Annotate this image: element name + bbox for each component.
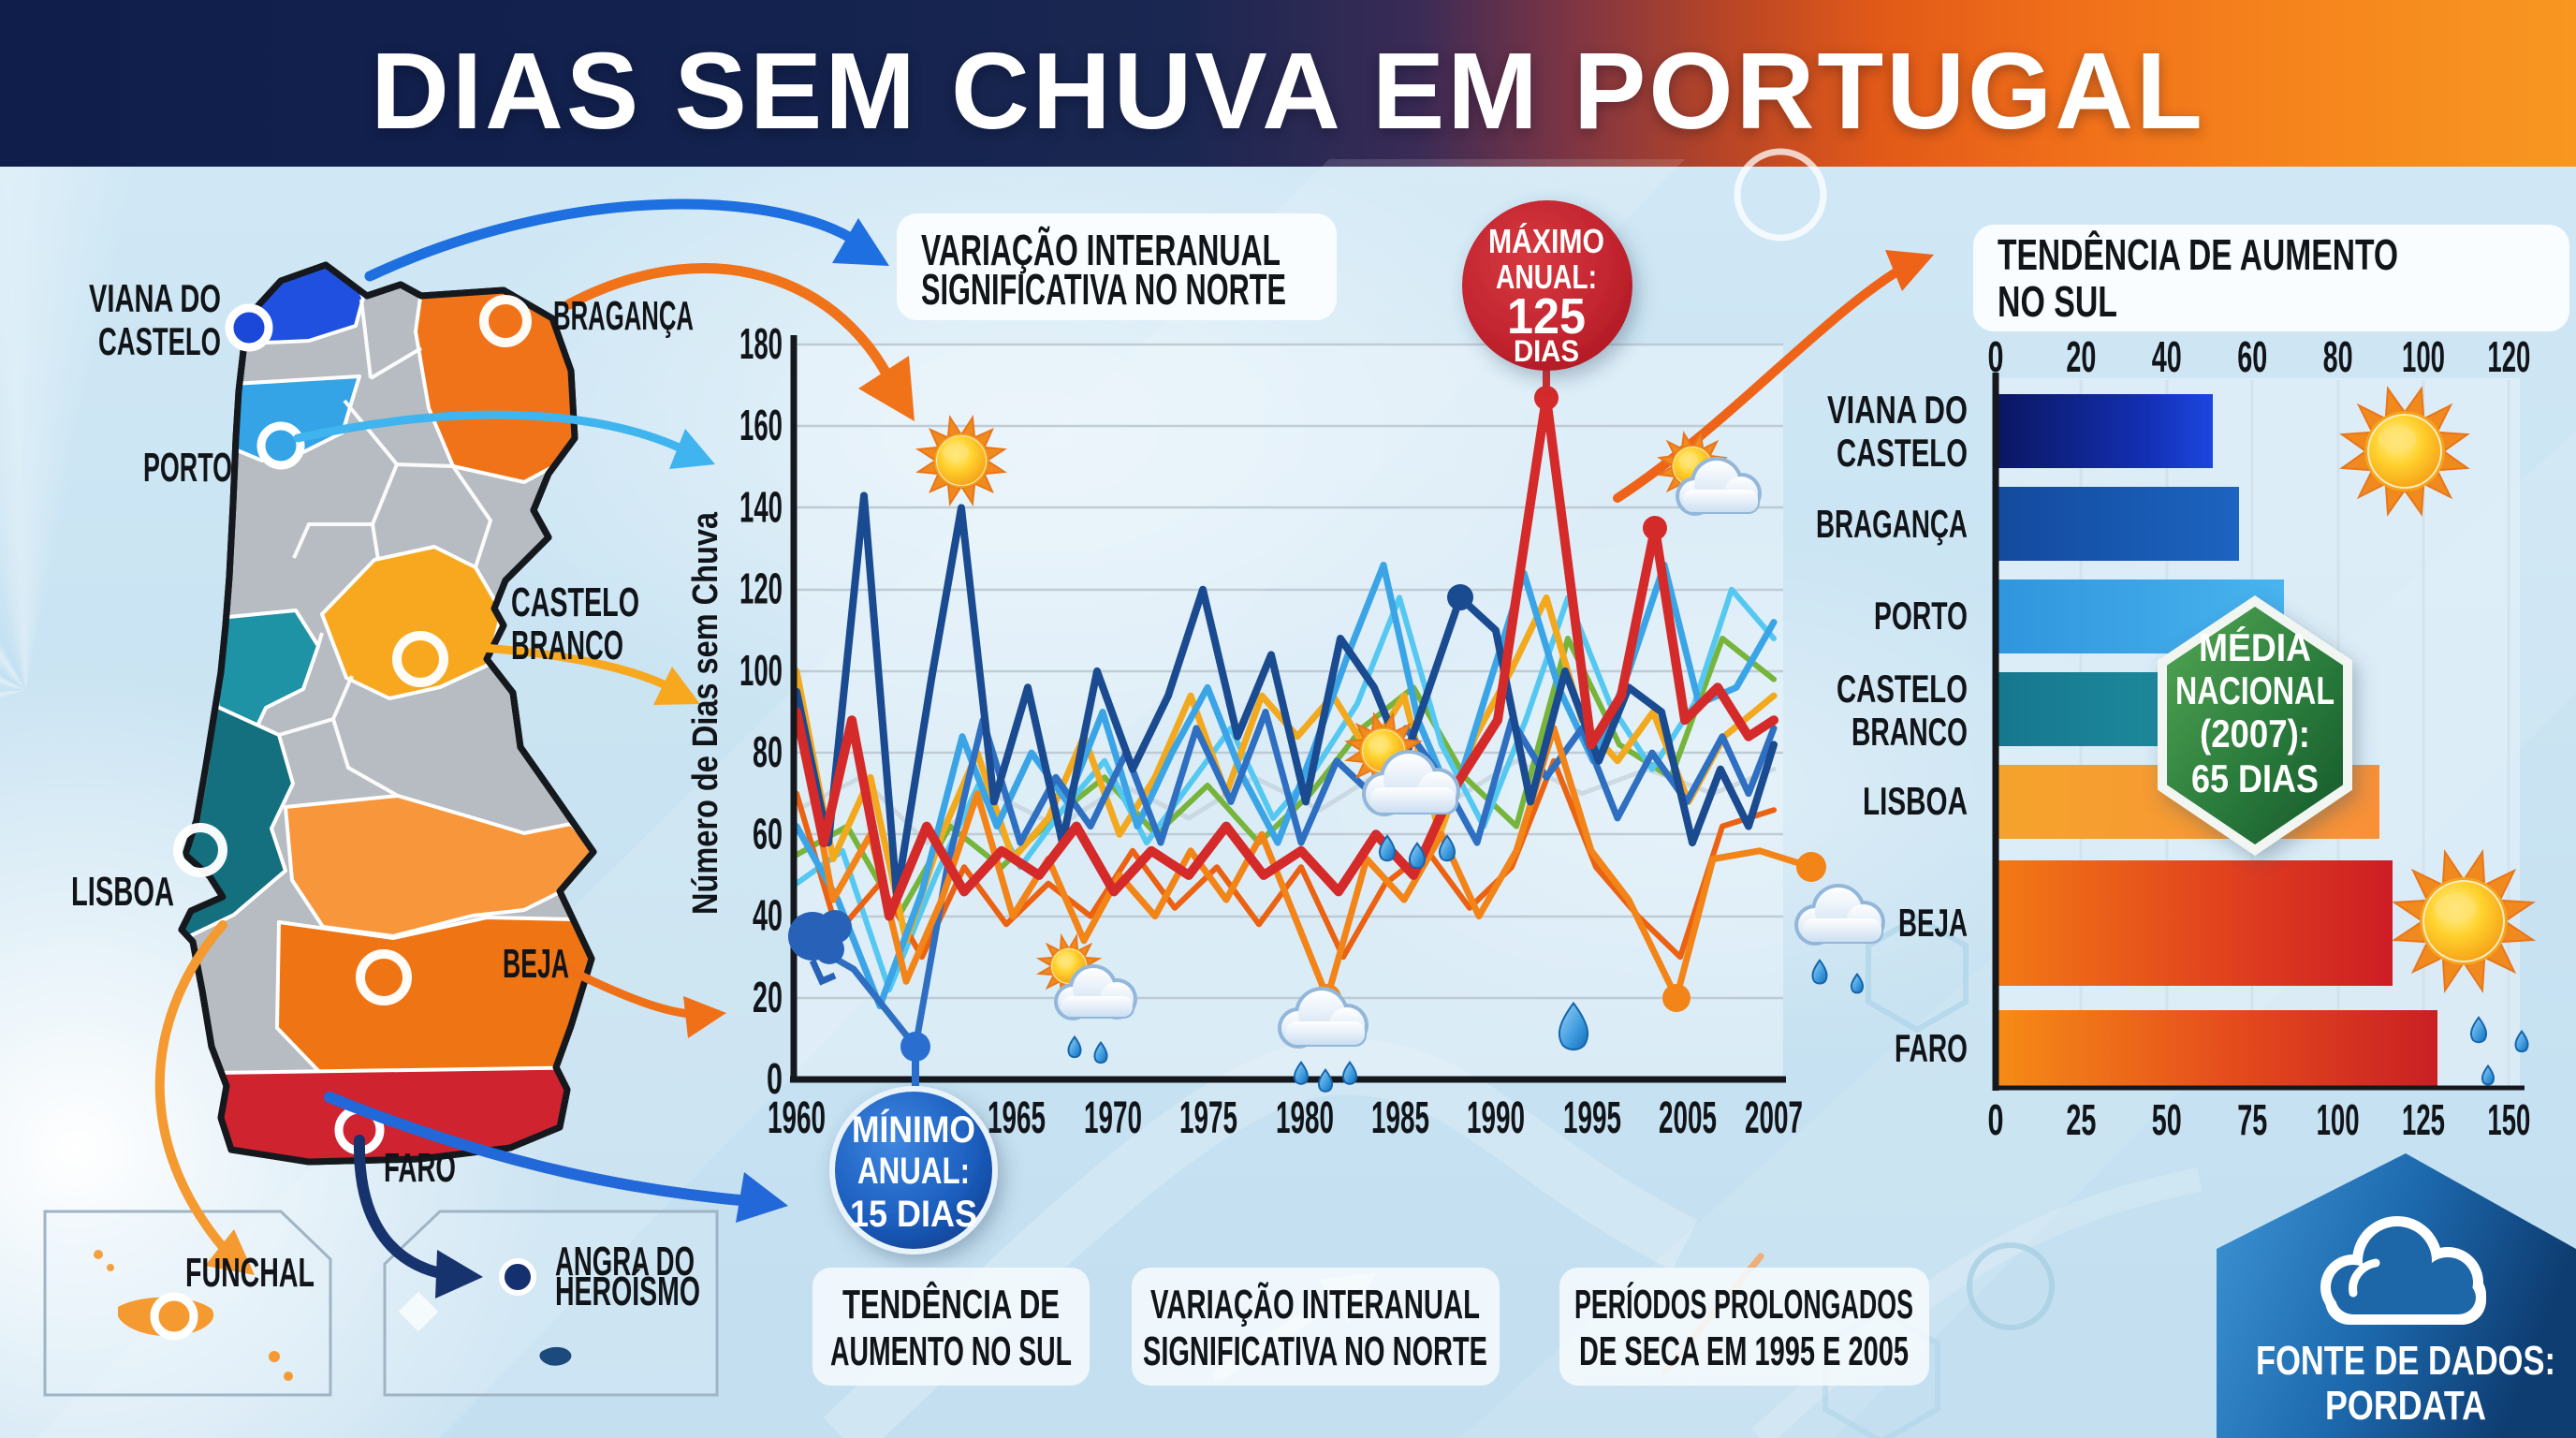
svg-text:FUNCHAL: FUNCHAL bbox=[185, 1250, 315, 1296]
svg-text:SIGNIFICATIVA NO NORTE: SIGNIFICATIVA NO NORTE bbox=[1143, 1328, 1487, 1374]
svg-text:PORTO: PORTO bbox=[1874, 594, 1968, 638]
svg-text:DIAS: DIAS bbox=[1514, 334, 1579, 368]
svg-text:ANGRA DO: ANGRA DO bbox=[555, 1239, 695, 1284]
svg-text:BRANCO: BRANCO bbox=[1852, 710, 1968, 754]
svg-text:DE SECA EM 1995 E 2005: DE SECA EM 1995 E 2005 bbox=[1579, 1328, 1909, 1374]
svg-text:180: 180 bbox=[739, 319, 783, 368]
svg-text:125: 125 bbox=[2402, 1095, 2445, 1144]
svg-text:0: 0 bbox=[767, 1054, 783, 1103]
svg-text:65 DIAS: 65 DIAS bbox=[2191, 756, 2319, 800]
svg-text:100: 100 bbox=[2317, 1095, 2360, 1144]
svg-text:0: 0 bbox=[1988, 1095, 2004, 1144]
svg-text:CASTELO: CASTELO bbox=[1837, 431, 1968, 475]
svg-text:HEROÍSMO: HEROÍSMO bbox=[555, 1268, 700, 1314]
svg-text:1995: 1995 bbox=[1563, 1093, 1621, 1143]
svg-text:80: 80 bbox=[2323, 332, 2353, 381]
svg-text:AUMENTO NO SUL: AUMENTO NO SUL bbox=[830, 1328, 1072, 1374]
svg-text:BEJA: BEJA bbox=[503, 941, 569, 987]
svg-text:160: 160 bbox=[739, 401, 783, 449]
svg-text:TENDÊNCIA DE AUMENTO: TENDÊNCIA DE AUMENTO bbox=[1998, 230, 2398, 279]
svg-text:40: 40 bbox=[753, 891, 783, 940]
svg-text:BEJA: BEJA bbox=[1898, 901, 1968, 945]
svg-text:CASTELO: CASTELO bbox=[98, 319, 221, 363]
svg-text:40: 40 bbox=[2152, 332, 2182, 381]
svg-text:1960: 1960 bbox=[768, 1093, 826, 1143]
svg-text:VARIAÇÃO INTERANUAL: VARIAÇÃO INTERANUAL bbox=[1150, 1281, 1480, 1328]
svg-text:LISBOA: LISBOA bbox=[1863, 779, 1968, 823]
svg-text:100: 100 bbox=[2402, 332, 2445, 381]
svg-text:20: 20 bbox=[2066, 332, 2096, 381]
svg-text:PORDATA: PORDATA bbox=[2325, 1383, 2486, 1429]
svg-text:NO SUL: NO SUL bbox=[1998, 277, 2117, 326]
svg-text:120: 120 bbox=[2487, 332, 2530, 381]
svg-text:VIANA DO: VIANA DO bbox=[89, 276, 221, 320]
svg-text:50: 50 bbox=[2152, 1095, 2182, 1144]
svg-text:2005: 2005 bbox=[1659, 1093, 1717, 1143]
svg-text:1965: 1965 bbox=[988, 1093, 1046, 1143]
svg-text:NACIONAL: NACIONAL bbox=[2175, 668, 2334, 712]
svg-text:MÍNIMO: MÍNIMO bbox=[852, 1108, 975, 1151]
svg-text:PERÍODOS PROLONGADOS: PERÍODOS PROLONGADOS bbox=[1574, 1281, 1913, 1328]
svg-text:15 DIAS: 15 DIAS bbox=[850, 1194, 977, 1235]
svg-text:125: 125 bbox=[1507, 288, 1586, 345]
svg-text:20: 20 bbox=[753, 973, 783, 1021]
svg-text:TENDÊNCIA DE: TENDÊNCIA DE bbox=[842, 1281, 1060, 1328]
svg-text:SIGNIFICATIVA NO NORTE: SIGNIFICATIVA NO NORTE bbox=[921, 265, 1286, 314]
svg-text:FARO: FARO bbox=[1895, 1026, 1968, 1070]
svg-text:BRANCO: BRANCO bbox=[511, 623, 623, 668]
svg-text:1975: 1975 bbox=[1179, 1093, 1237, 1143]
svg-text:1980: 1980 bbox=[1276, 1093, 1334, 1143]
svg-text:75: 75 bbox=[2237, 1095, 2267, 1144]
svg-text:150: 150 bbox=[2487, 1095, 2530, 1144]
svg-text:CASTELO: CASTELO bbox=[1837, 667, 1968, 711]
svg-text:BRAGANÇA: BRAGANÇA bbox=[553, 293, 694, 339]
svg-text:VIANA DO: VIANA DO bbox=[1827, 388, 1968, 432]
svg-text:VARIAÇÃO INTERANUAL: VARIAÇÃO INTERANUAL bbox=[921, 226, 1281, 274]
svg-text:ANUAL:: ANUAL: bbox=[1496, 257, 1597, 296]
svg-text:BRAGANÇA: BRAGANÇA bbox=[1816, 502, 1968, 546]
svg-text:FONTE DE DADOS:: FONTE DE DADOS: bbox=[2256, 1338, 2555, 1384]
svg-text:80: 80 bbox=[753, 727, 783, 776]
svg-text:(2007):: (2007): bbox=[2200, 712, 2310, 756]
svg-text:120: 120 bbox=[739, 565, 783, 613]
svg-text:ANUAL:: ANUAL: bbox=[857, 1151, 970, 1192]
svg-text:1985: 1985 bbox=[1371, 1093, 1429, 1143]
svg-text:CASTELO: CASTELO bbox=[511, 580, 639, 625]
svg-text:PORTO: PORTO bbox=[143, 445, 232, 491]
svg-text:25: 25 bbox=[2066, 1095, 2096, 1144]
svg-text:FARO: FARO bbox=[384, 1145, 456, 1191]
svg-text:1990: 1990 bbox=[1467, 1093, 1525, 1143]
svg-text:2007: 2007 bbox=[1745, 1093, 1803, 1143]
svg-text:1970: 1970 bbox=[1084, 1093, 1142, 1143]
svg-text:60: 60 bbox=[2237, 332, 2267, 381]
svg-text:MÉDIA: MÉDIA bbox=[2199, 625, 2311, 669]
svg-text:100: 100 bbox=[739, 646, 783, 695]
svg-text:60: 60 bbox=[753, 809, 783, 858]
svg-text:LISBOA: LISBOA bbox=[71, 869, 174, 915]
svg-text:Número de Dias sem Chuva: Número de Dias sem Chuva bbox=[686, 511, 725, 915]
svg-text:0: 0 bbox=[1988, 332, 2004, 381]
svg-text:MÁXIMO: MÁXIMO bbox=[1488, 222, 1604, 260]
svg-text:140: 140 bbox=[739, 482, 783, 531]
